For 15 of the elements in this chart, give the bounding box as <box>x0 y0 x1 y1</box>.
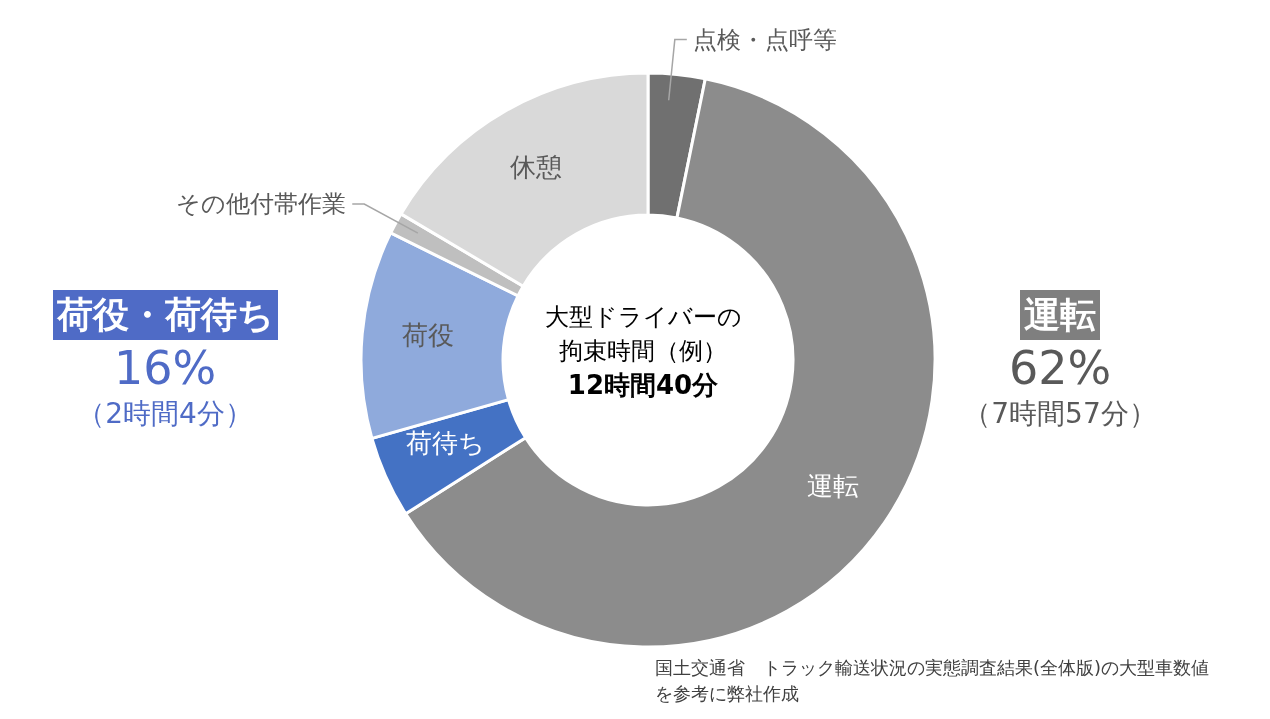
slice-label: その他付帯作業 <box>176 190 347 219</box>
text: （7時間57分） <box>962 396 1158 432</box>
slice-label: 休憩 <box>509 152 562 183</box>
text: 大型ドライバーの拘束時間（例） <box>543 302 743 367</box>
text: 62% <box>1007 340 1113 396</box>
slice-label: 荷待ち <box>406 428 486 459</box>
text: 国土交通省 トラック輸送状況の実態調査結果(全体版)の大型車数値を参考に弊社作成 <box>655 656 1211 706</box>
text: 12時間40分 <box>566 369 720 402</box>
text: 16% <box>112 340 218 396</box>
slice-label: 運転 <box>806 470 859 501</box>
text: （2時間4分） <box>76 396 254 432</box>
slice-label: 荷役 <box>401 320 454 351</box>
slice-label: 点検・点呼等 <box>692 25 837 54</box>
text: 荷役・荷待ち <box>52 290 278 340</box>
text: 運転 <box>1020 290 1100 340</box>
